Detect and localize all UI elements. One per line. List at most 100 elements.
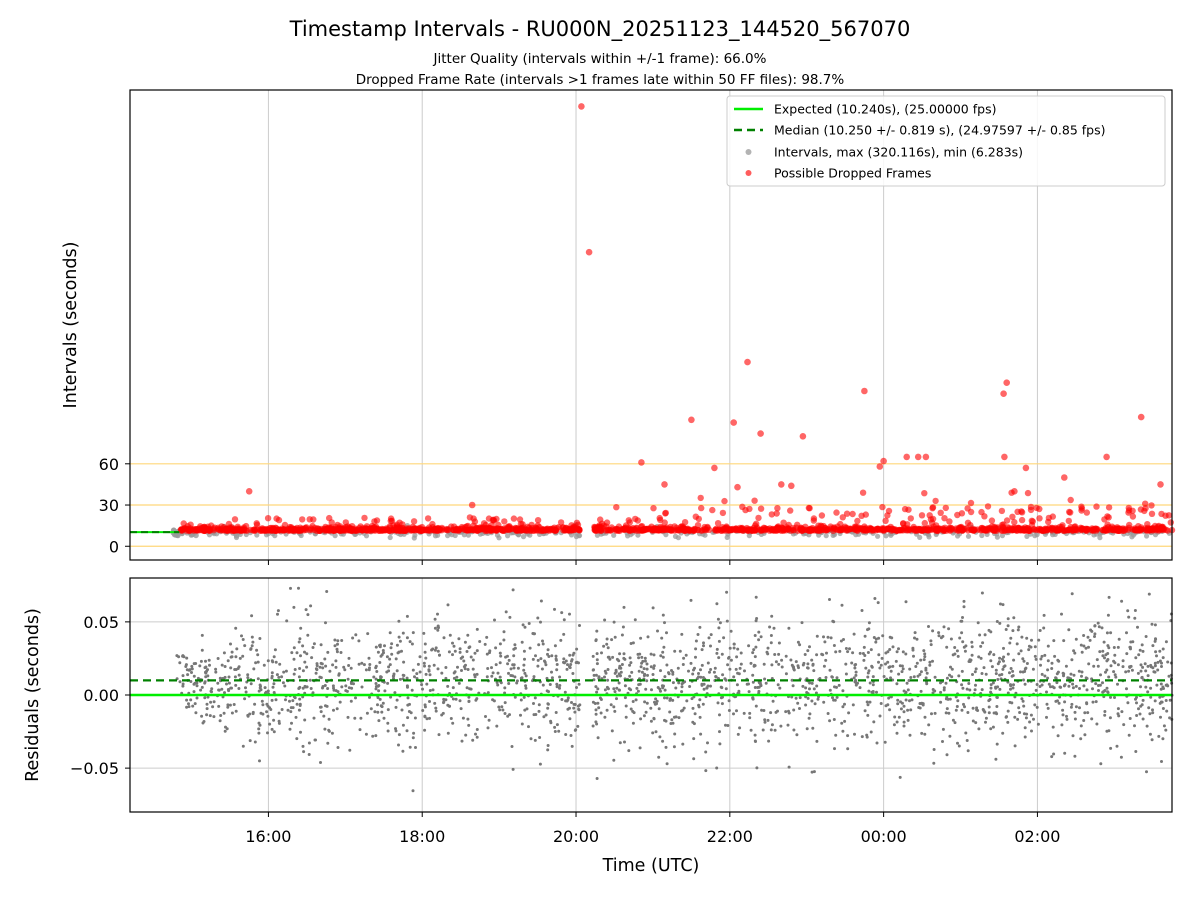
residual-point: [292, 657, 296, 661]
residual-point: [806, 649, 810, 653]
dropped-frame-point: [929, 526, 936, 533]
residual-point: [635, 686, 639, 690]
residual-point: [712, 670, 716, 674]
residual-point: [401, 631, 405, 635]
residual-point: [385, 670, 389, 674]
residual-point: [368, 663, 372, 666]
dropped-frame-point: [517, 527, 524, 534]
residual-point: [334, 665, 338, 669]
residual-point: [411, 631, 415, 635]
residual-point: [1120, 710, 1124, 714]
dropped-frame-point: [180, 525, 187, 532]
residual-point: [1069, 705, 1073, 709]
residual-point: [875, 741, 879, 745]
residual-point: [945, 753, 949, 757]
dropped-frame-point: [1031, 526, 1038, 533]
residual-point: [354, 696, 357, 700]
residual-point: [1056, 734, 1060, 738]
chart-title: Timestamp Intervals - RU000N_20251123_14…: [289, 17, 911, 42]
residual-point: [678, 649, 682, 653]
residual-point: [234, 683, 238, 687]
residual-point: [228, 703, 232, 707]
residual-point: [374, 664, 378, 668]
residual-point: [998, 621, 1002, 625]
dropped-frame-point: [310, 516, 317, 523]
residual-point: [1167, 674, 1171, 678]
residual-point: [376, 710, 380, 714]
residual-point: [751, 651, 755, 655]
residual-point: [192, 690, 196, 694]
residual-point: [983, 633, 987, 637]
residual-point: [649, 652, 653, 656]
residual-point: [272, 718, 276, 722]
residual-point: [1159, 715, 1162, 719]
residual-point: [854, 670, 858, 674]
residual-point: [956, 654, 960, 658]
residual-point: [558, 684, 562, 687]
residual-point: [846, 747, 850, 751]
residual-point: [913, 631, 917, 635]
dropped-frame-point: [400, 527, 407, 534]
residual-point: [554, 658, 558, 662]
residual-point: [256, 653, 260, 657]
residual-point: [491, 671, 495, 675]
dropped-frame-point: [1028, 517, 1036, 524]
residual-point: [592, 678, 596, 682]
residual-point: [421, 687, 424, 691]
residual-point: [681, 742, 685, 746]
residual-point: [395, 698, 399, 702]
residual-point: [994, 757, 998, 761]
residual-point: [230, 655, 234, 659]
dropped-frame-point: [857, 525, 864, 532]
residual-point: [442, 636, 446, 640]
residual-point: [662, 645, 666, 649]
dropped-frame-point: [1045, 514, 1053, 522]
residual-point: [966, 711, 970, 714]
residual-point: [319, 705, 323, 709]
residual-point: [828, 688, 832, 692]
residual-point: [1105, 686, 1109, 690]
residual-point: [1082, 684, 1086, 688]
residual-point: [416, 662, 420, 666]
residual-point: [434, 646, 438, 650]
residual-point: [747, 644, 751, 648]
residual-point: [280, 708, 284, 711]
residual-point: [483, 642, 487, 646]
dropped-frame-point: [386, 524, 393, 531]
residual-point: [832, 718, 836, 721]
residual-point: [292, 672, 296, 676]
residual-point: [1121, 659, 1125, 663]
residual-point: [1012, 616, 1016, 620]
residual-point: [220, 663, 224, 667]
residual-point: [234, 655, 238, 659]
residual-point: [967, 682, 971, 685]
dropped-frame-point: [534, 517, 542, 524]
residual-point: [394, 705, 398, 709]
dropped-frame-point: [937, 509, 944, 516]
residual-point: [770, 723, 774, 727]
residual-point: [760, 708, 764, 712]
residual-point: [309, 687, 313, 690]
residual-point: [405, 729, 409, 733]
residual-point: [1074, 637, 1078, 641]
residual-point: [932, 748, 936, 751]
residual-point: [499, 654, 503, 658]
residual-point: [973, 670, 977, 674]
residual-point: [824, 658, 828, 662]
residual-point: [1140, 643, 1144, 647]
residual-point: [1054, 699, 1058, 703]
dropped-frame-point: [838, 525, 846, 532]
residual-point: [281, 681, 285, 685]
residual-point: [304, 685, 308, 689]
residual-point: [910, 698, 914, 702]
residual-point: [1104, 670, 1107, 674]
residual-point: [939, 700, 943, 704]
dropped-frame-point: [373, 517, 381, 524]
residual-point: [942, 686, 946, 690]
x-tick-label: 22:00: [707, 827, 753, 846]
residual-point: [485, 675, 489, 679]
dropped-frame-point: [1066, 508, 1073, 516]
residual-point: [981, 708, 985, 711]
residual-point: [545, 689, 549, 693]
dropped-frame-point: [378, 527, 385, 534]
